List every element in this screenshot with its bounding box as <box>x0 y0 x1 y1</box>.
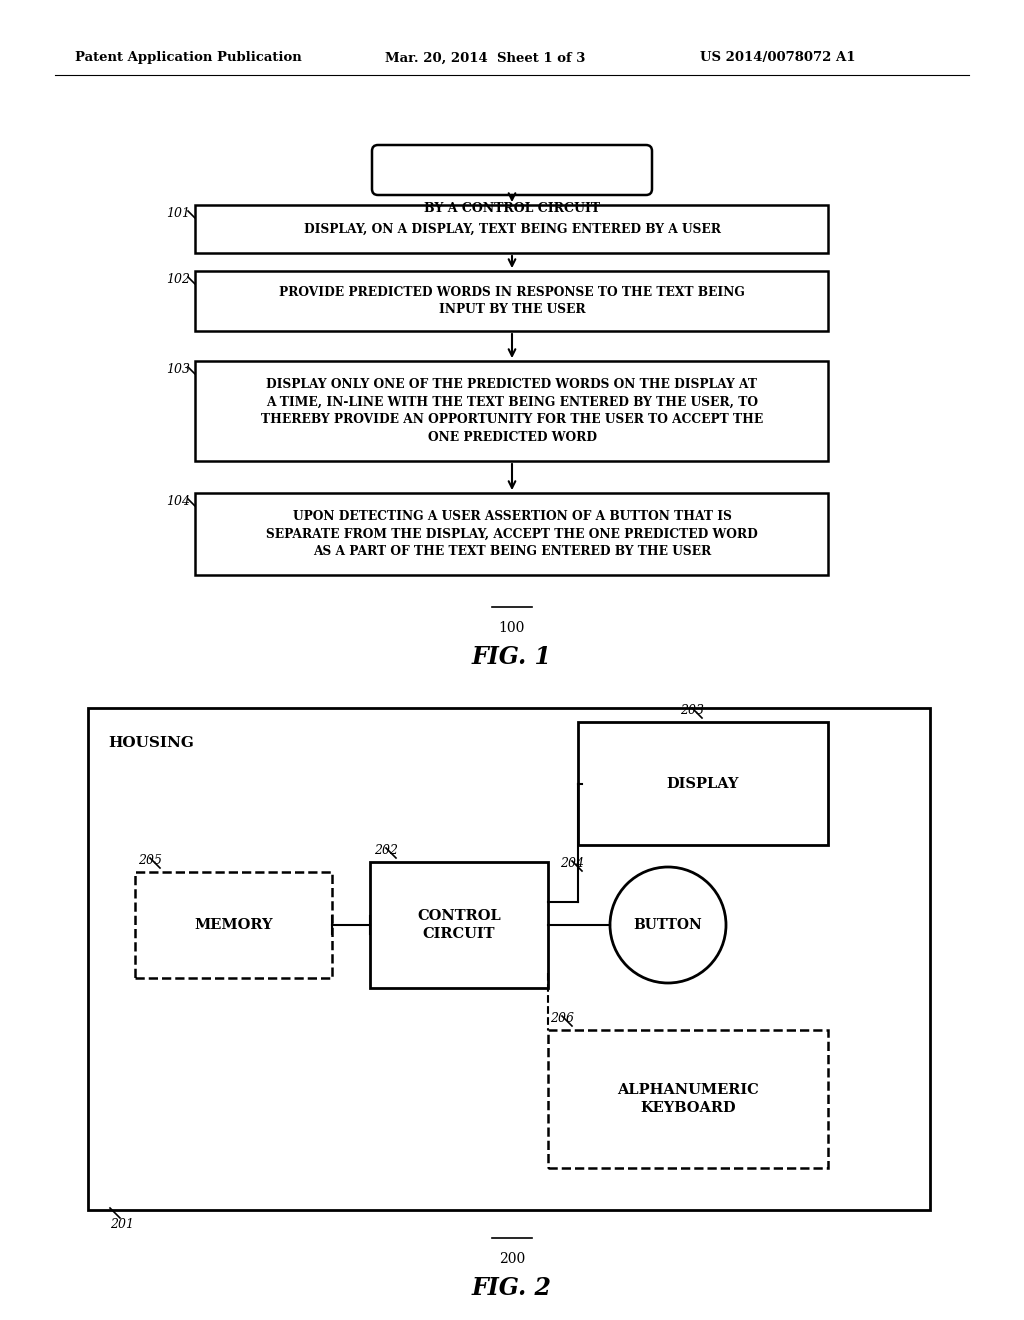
Text: US 2014/0078072 A1: US 2014/0078072 A1 <box>700 51 855 65</box>
Text: CONTROL
CIRCUIT: CONTROL CIRCUIT <box>417 908 501 941</box>
Bar <box>370 862 548 987</box>
Bar <box>195 205 828 253</box>
Text: 104: 104 <box>166 495 190 508</box>
Text: DISPLAY, ON A DISPLAY, TEXT BEING ENTERED BY A USER: DISPLAY, ON A DISPLAY, TEXT BEING ENTERE… <box>303 223 721 235</box>
Text: 100: 100 <box>499 620 525 635</box>
Text: BY A CONTROL CIRCUIT: BY A CONTROL CIRCUIT <box>424 202 600 214</box>
Bar <box>135 873 332 978</box>
Text: BUTTON: BUTTON <box>634 917 702 932</box>
Text: 103: 103 <box>166 363 190 376</box>
Bar <box>195 271 828 331</box>
Text: 202: 202 <box>374 843 398 857</box>
Text: 205: 205 <box>138 854 162 867</box>
Text: FIG. 1: FIG. 1 <box>472 645 552 669</box>
Text: DISPLAY: DISPLAY <box>667 776 739 791</box>
Text: 102: 102 <box>166 273 190 286</box>
Bar <box>195 360 828 461</box>
Text: 204: 204 <box>560 857 584 870</box>
Text: 101: 101 <box>166 207 190 220</box>
Text: 203: 203 <box>680 704 705 717</box>
Bar <box>548 1030 828 1168</box>
Text: PROVIDE PREDICTED WORDS IN RESPONSE TO THE TEXT BEING
INPUT BY THE USER: PROVIDE PREDICTED WORDS IN RESPONSE TO T… <box>280 285 744 317</box>
FancyBboxPatch shape <box>372 145 652 195</box>
Text: 201: 201 <box>110 1218 134 1232</box>
Text: DISPLAY ONLY ONE OF THE PREDICTED WORDS ON THE DISPLAY AT
A TIME, IN-LINE WITH T: DISPLAY ONLY ONE OF THE PREDICTED WORDS … <box>261 379 763 444</box>
Bar <box>88 708 930 1210</box>
Text: Patent Application Publication: Patent Application Publication <box>75 51 302 65</box>
Text: 200: 200 <box>499 1251 525 1266</box>
Text: HOUSING: HOUSING <box>108 737 194 750</box>
Text: MEMORY: MEMORY <box>195 917 272 932</box>
Text: Mar. 20, 2014  Sheet 1 of 3: Mar. 20, 2014 Sheet 1 of 3 <box>385 51 586 65</box>
Bar <box>195 492 828 576</box>
Circle shape <box>610 867 726 983</box>
Text: FIG. 2: FIG. 2 <box>472 1276 552 1300</box>
Bar <box>578 722 828 845</box>
Text: ALPHANUMERIC
KEYBOARD: ALPHANUMERIC KEYBOARD <box>617 1082 759 1115</box>
Text: 206: 206 <box>550 1012 574 1026</box>
Text: UPON DETECTING A USER ASSERTION OF A BUTTON THAT IS
SEPARATE FROM THE DISPLAY, A: UPON DETECTING A USER ASSERTION OF A BUT… <box>266 510 758 558</box>
